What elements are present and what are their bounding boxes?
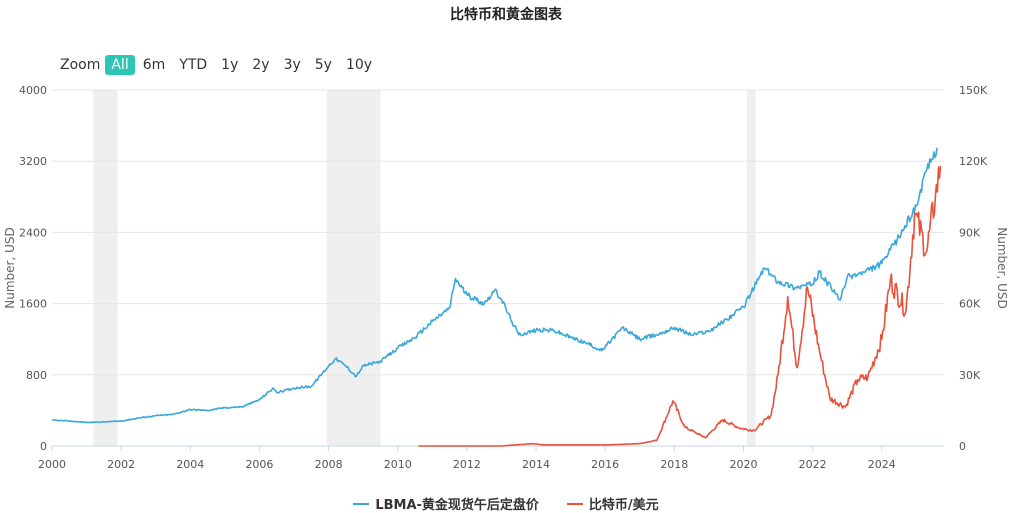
shaded-band-0	[93, 90, 118, 446]
x-tick-label: 2020	[729, 458, 757, 471]
legend: LBMA-黄金现货午后定盘价 比特币/美元	[0, 494, 1012, 513]
x-tick-label: 2008	[315, 458, 343, 471]
chart-title: 比特币和黄金图表	[450, 7, 562, 23]
legend-swatch-gold	[353, 502, 370, 505]
y-right-axis-title: Number, USD	[995, 227, 1009, 308]
shaded-band-1	[326, 90, 381, 446]
x-tick-label: 2016	[591, 458, 619, 471]
y-right-tick-label: 0	[959, 440, 966, 453]
x-tick-label: 2002	[107, 458, 135, 471]
x-tick-label: 2004	[176, 458, 204, 471]
zoom-10y-button[interactable]: 10y	[345, 57, 373, 73]
series-line-gold	[51, 147, 938, 424]
series-line-bitcoin	[418, 165, 942, 447]
shaded-band-2	[746, 90, 756, 446]
x-tick-label: 2010	[384, 458, 412, 471]
legend-label-gold: LBMA-黄金现货午后定盘价	[375, 498, 539, 513]
y-left-tick-label: 2400	[19, 226, 47, 239]
y-left-tick-label: 3200	[19, 155, 47, 168]
y-right-tick-label: 90K	[959, 226, 981, 239]
y-left-tick-label: 4000	[19, 84, 47, 97]
zoom-label: Zoom	[60, 57, 101, 73]
legend-label-bitcoin: 比特币/美元	[588, 498, 659, 513]
legend-swatch-bitcoin	[566, 502, 583, 505]
zoom-selector: Zoom All 6m YTD 1y 2y 3y 5y 10y	[60, 55, 379, 75]
x-tick-label: 2000	[38, 458, 66, 471]
x-tick-label: 2006	[245, 458, 273, 471]
y-right-tick-label: 120K	[959, 155, 988, 168]
y-left-axis-title: Number, USD	[3, 227, 17, 308]
legend-item-gold[interactable]: LBMA-黄金现货午后定盘价	[353, 494, 539, 513]
zoom-1y-button[interactable]: 1y	[221, 57, 239, 73]
y-left-tick-label: 0	[40, 440, 47, 453]
x-tick-label: 2018	[660, 458, 688, 471]
zoom-6m-button[interactable]: 6m	[142, 57, 166, 73]
x-tick-label: 2014	[522, 458, 550, 471]
zoom-2y-button[interactable]: 2y	[252, 57, 270, 73]
y-right-tick-label: 30K	[959, 369, 981, 382]
y-left-tick-label: 1600	[19, 298, 47, 311]
x-tick-label: 2024	[868, 458, 896, 471]
x-tick-label: 2022	[799, 458, 827, 471]
y-right-tick-label: 150K	[959, 84, 988, 97]
zoom-3y-button[interactable]: 3y	[283, 57, 301, 73]
zoom-all-button[interactable]: All	[105, 55, 135, 75]
legend-item-bitcoin[interactable]: 比特币/美元	[566, 494, 659, 513]
x-tick-label: 2012	[453, 458, 481, 471]
y-left-tick-label: 800	[26, 369, 47, 382]
zoom-5y-button[interactable]: 5y	[314, 57, 332, 73]
zoom-ytd-button[interactable]: YTD	[179, 57, 208, 73]
y-right-tick-label: 60K	[959, 298, 981, 311]
